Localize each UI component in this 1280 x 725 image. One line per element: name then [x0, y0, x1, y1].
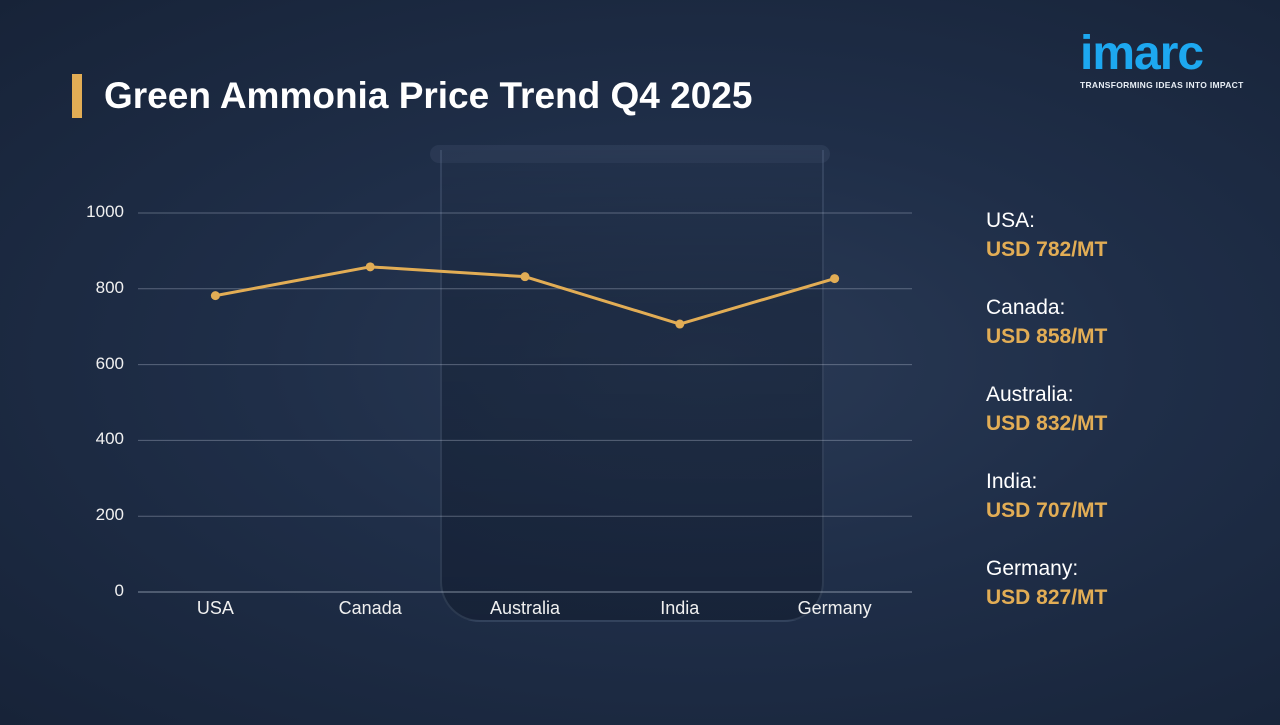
y-axis-tick-label: 0: [114, 581, 124, 600]
data-point-marker: [830, 274, 840, 284]
y-axis-tick-label: 1000: [86, 202, 124, 221]
y-axis-tick-label: 600: [95, 353, 124, 373]
legend-country: USA:: [986, 209, 1036, 232]
x-axis-tick-label: Germany: [797, 598, 872, 618]
data-point-marker: [365, 262, 375, 272]
x-axis-tick-label: USA: [196, 598, 234, 618]
legend-country: India:: [986, 470, 1038, 493]
legend-item-australia: Australia: USD 832/MT: [986, 381, 1107, 468]
chart-plot-area: [138, 212, 912, 593]
x-axis-tick-label: Australia: [489, 598, 561, 618]
legend-country: Canada:: [986, 296, 1066, 319]
legend-country: Australia:: [986, 383, 1074, 406]
legend-value: USD 858/MT: [986, 325, 1108, 348]
price-legend: USA: USD 782/MT Canada: USD 858/MT Austr…: [986, 207, 1107, 642]
data-point-marker: [210, 291, 220, 301]
y-axis-tick-label: 400: [95, 429, 124, 449]
x-axis-tick-label: Canada: [338, 598, 402, 618]
page-title: Green Ammonia Price Trend Q4 2025: [104, 75, 753, 116]
imarc-logo: imarc TRANSFORMING IDEAS INTO IMPACT: [1080, 27, 1245, 91]
data-point-marker: [520, 272, 530, 282]
title-accent-bar: [72, 74, 82, 118]
legend-item-canada: Canada: USD 858/MT: [986, 294, 1107, 381]
legend-value: USD 782/MT: [986, 238, 1108, 261]
logo-wordmark: imarc: [1080, 27, 1204, 80]
data-point-marker: [675, 319, 685, 329]
legend-value: USD 707/MT: [986, 499, 1108, 522]
logo-tagline: TRANSFORMING IDEAS INTO IMPACT: [1080, 80, 1244, 90]
x-axis-tick-label: India: [660, 598, 700, 618]
legend-item-india: India: USD 707/MT: [986, 468, 1107, 555]
legend-item-usa: USA: USD 782/MT: [986, 207, 1107, 294]
y-axis-tick-label: 800: [95, 277, 124, 297]
y-axis-tick-label: 200: [95, 505, 124, 525]
legend-country: Germany:: [986, 557, 1079, 580]
legend-value: USD 827/MT: [986, 586, 1108, 609]
line-chart: 0 200 400 600 800 1000 USA Canada Australia Indi…: [86, 202, 912, 618]
legend-value: USD 832/MT: [986, 412, 1108, 435]
legend-item-germany: Germany: USD 827/MT: [986, 555, 1107, 642]
